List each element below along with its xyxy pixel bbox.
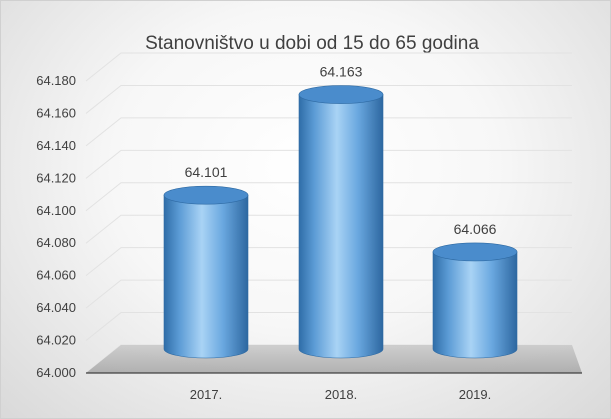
x-tick-label: 2019. [459,387,492,402]
bar-body [432,251,518,359]
gridline [85,149,572,179]
y-tick-label: 64.040 [36,300,76,315]
bar [163,185,249,359]
bar-top [432,242,518,262]
x-axis: 2017. 2018. 2019. [190,387,492,402]
gridline [85,214,572,244]
gridline [85,182,572,212]
gridline [85,117,572,147]
data-label: 64.163 [320,64,363,80]
gridlines [85,52,572,374]
x-tick-label: 2018. [325,387,358,402]
gridline [85,247,572,277]
y-tick-label: 64.180 [36,73,76,88]
bar-top [298,85,384,104]
gridline [85,84,572,114]
y-tick-label: 64.020 [36,333,76,348]
gridline [85,52,572,82]
data-labels: 64.101 64.163 64.066 [185,64,497,237]
y-tick-label: 64.100 [36,203,76,218]
y-tick-label: 64.080 [36,235,76,250]
y-tick-label: 64.140 [36,138,76,153]
y-tick-label: 64.000 [36,365,76,380]
y-tick-label: 64.060 [36,268,76,283]
bar-body [298,94,384,359]
x-tick-label: 2017. [190,387,223,402]
chart-title: Stanovništvo u dobi od 15 do 65 godina [145,33,479,54]
bar-body [163,194,249,359]
bar [298,85,384,359]
bars [163,85,518,359]
data-label: 64.066 [454,221,497,237]
data-label: 64.101 [185,164,228,180]
y-tick-label: 64.120 [36,170,76,185]
gridline [85,279,572,309]
bar [432,242,518,359]
gridline [85,312,572,341]
y-axis: 64.000 64.020 64.040 64.060 64.080 64.100 64.1… [36,73,76,380]
y-tick-label: 64.160 [36,105,76,120]
bar-top [163,185,249,205]
